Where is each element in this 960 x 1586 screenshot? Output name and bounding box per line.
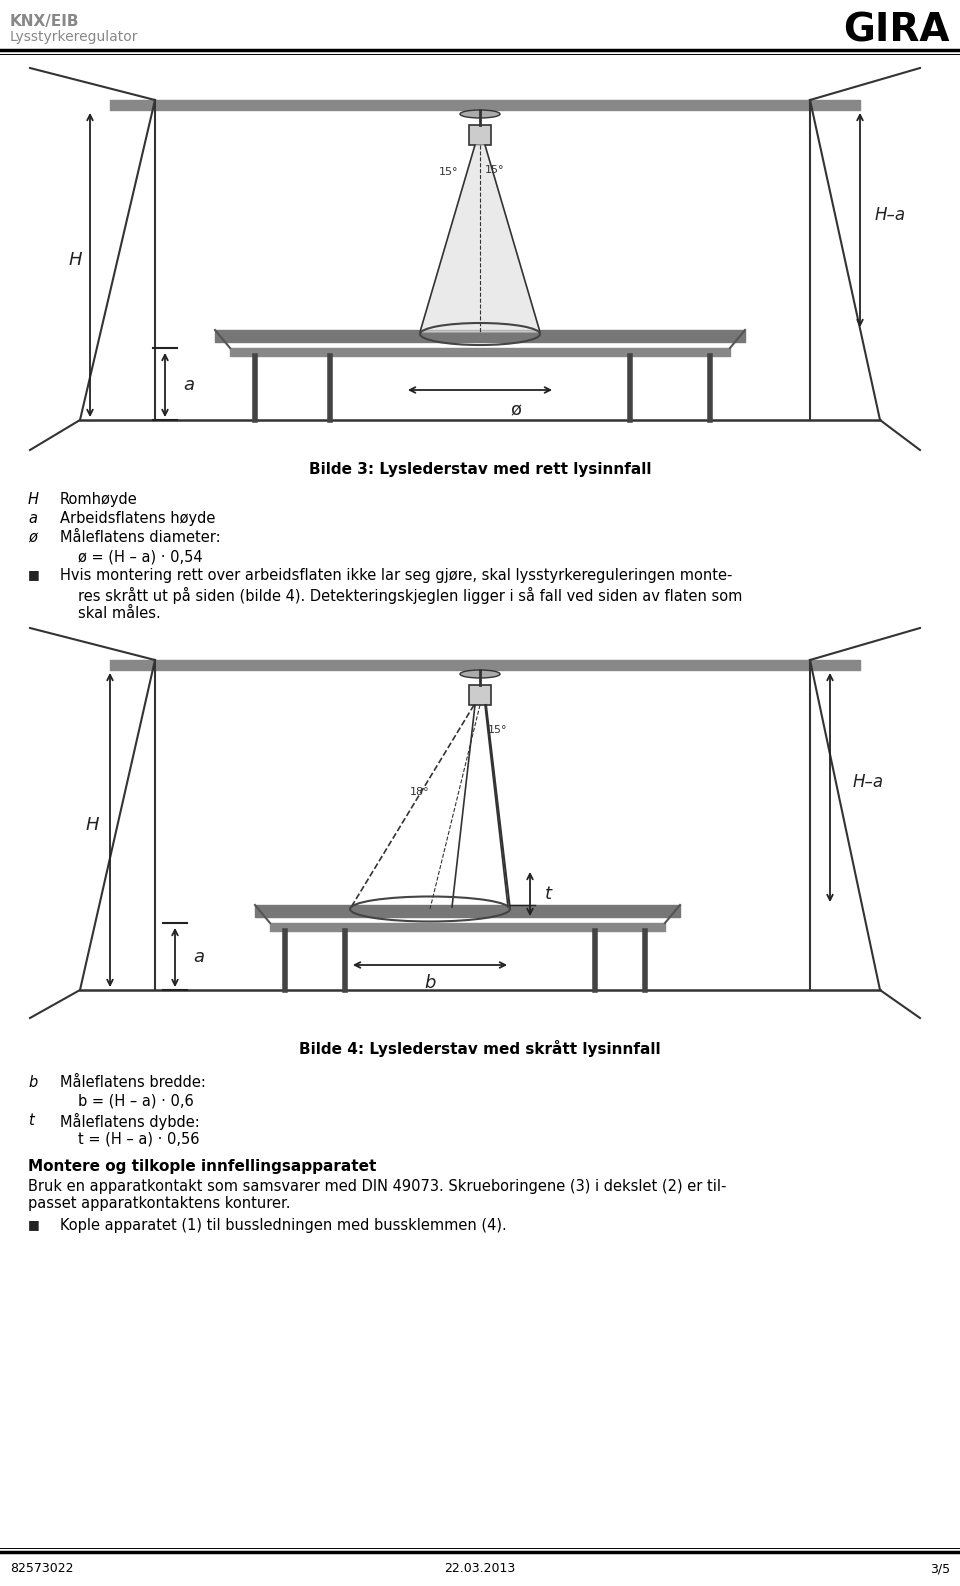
Text: H: H (85, 817, 99, 834)
Text: 82573022: 82573022 (10, 1562, 74, 1575)
Text: ø: ø (28, 530, 37, 546)
Text: 18°: 18° (410, 787, 430, 798)
Text: Måleflatens diameter:: Måleflatens diameter: (60, 530, 221, 546)
Text: b = (H – a) · 0,6: b = (H – a) · 0,6 (78, 1094, 194, 1109)
Text: Arbeidsflatens høyde: Arbeidsflatens høyde (60, 511, 215, 527)
Text: Lysstyrkeregulator: Lysstyrkeregulator (10, 30, 138, 44)
Text: Romhøyde: Romhøyde (60, 492, 137, 508)
Text: b: b (424, 974, 436, 991)
Polygon shape (420, 144, 540, 331)
Text: ø = (H – a) · 0,54: ø = (H – a) · 0,54 (78, 549, 203, 565)
Bar (469, 125, 491, 144)
Text: Bruk en apparatkontakt som samsvarer med DIN 49073. Skrueboringene (3) i dekslet: Bruk en apparatkontakt som samsvarer med… (28, 1178, 727, 1194)
Text: Kople apparatet (1) til bussledningen med bussklemmen (4).: Kople apparatet (1) til bussledningen me… (60, 1218, 507, 1232)
Text: 3/5: 3/5 (930, 1562, 950, 1575)
Ellipse shape (460, 669, 500, 677)
Text: Bilde 4: Lyslederstav med skrått lysinnfall: Bilde 4: Lyslederstav med skrått lysinnf… (300, 1040, 660, 1056)
Text: 15°: 15° (439, 167, 458, 178)
Ellipse shape (460, 109, 500, 117)
Text: a: a (183, 376, 194, 393)
Text: H: H (68, 251, 82, 270)
Text: a: a (28, 511, 37, 527)
Text: 15°: 15° (485, 165, 505, 174)
Text: 15°: 15° (488, 725, 508, 734)
Text: KNX/EIB: KNX/EIB (10, 14, 80, 29)
Text: ■: ■ (28, 1218, 39, 1231)
Text: Montere og tilkople innfellingsapparatet: Montere og tilkople innfellingsapparatet (28, 1159, 376, 1174)
Text: skal måles.: skal måles. (78, 606, 160, 622)
Bar (469, 685, 491, 706)
Text: ■: ■ (28, 568, 39, 580)
Text: Hvis montering rett over arbeidsflaten ikke lar seg gjøre, skal lysstyrkereguler: Hvis montering rett over arbeidsflaten i… (60, 568, 732, 584)
Text: GIRA: GIRA (844, 13, 950, 51)
Text: H–a: H–a (852, 772, 883, 791)
Text: Bilde 3: Lyslederstav med rett lysinnfall: Bilde 3: Lyslederstav med rett lysinnfal… (309, 462, 651, 477)
Text: ø: ø (510, 401, 521, 419)
Text: Måleflatens bredde:: Måleflatens bredde: (60, 1075, 205, 1090)
Text: a: a (193, 948, 204, 966)
Text: t: t (545, 885, 552, 902)
Text: res skrått ut på siden (bilde 4). Detekteringskjeglen ligger i så fall ved siden: res skrått ut på siden (bilde 4). Detekt… (78, 587, 742, 604)
Text: Måleflatens dybde:: Måleflatens dybde: (60, 1113, 200, 1129)
Text: t: t (28, 1113, 34, 1128)
Text: 22.03.2013: 22.03.2013 (444, 1562, 516, 1575)
Text: H–a: H–a (875, 206, 905, 224)
Text: b: b (28, 1075, 37, 1090)
Text: t = (H – a) · 0,56: t = (H – a) · 0,56 (78, 1132, 200, 1147)
Text: H: H (28, 492, 39, 508)
Text: passet apparatkontaktens konturer.: passet apparatkontaktens konturer. (28, 1196, 291, 1212)
